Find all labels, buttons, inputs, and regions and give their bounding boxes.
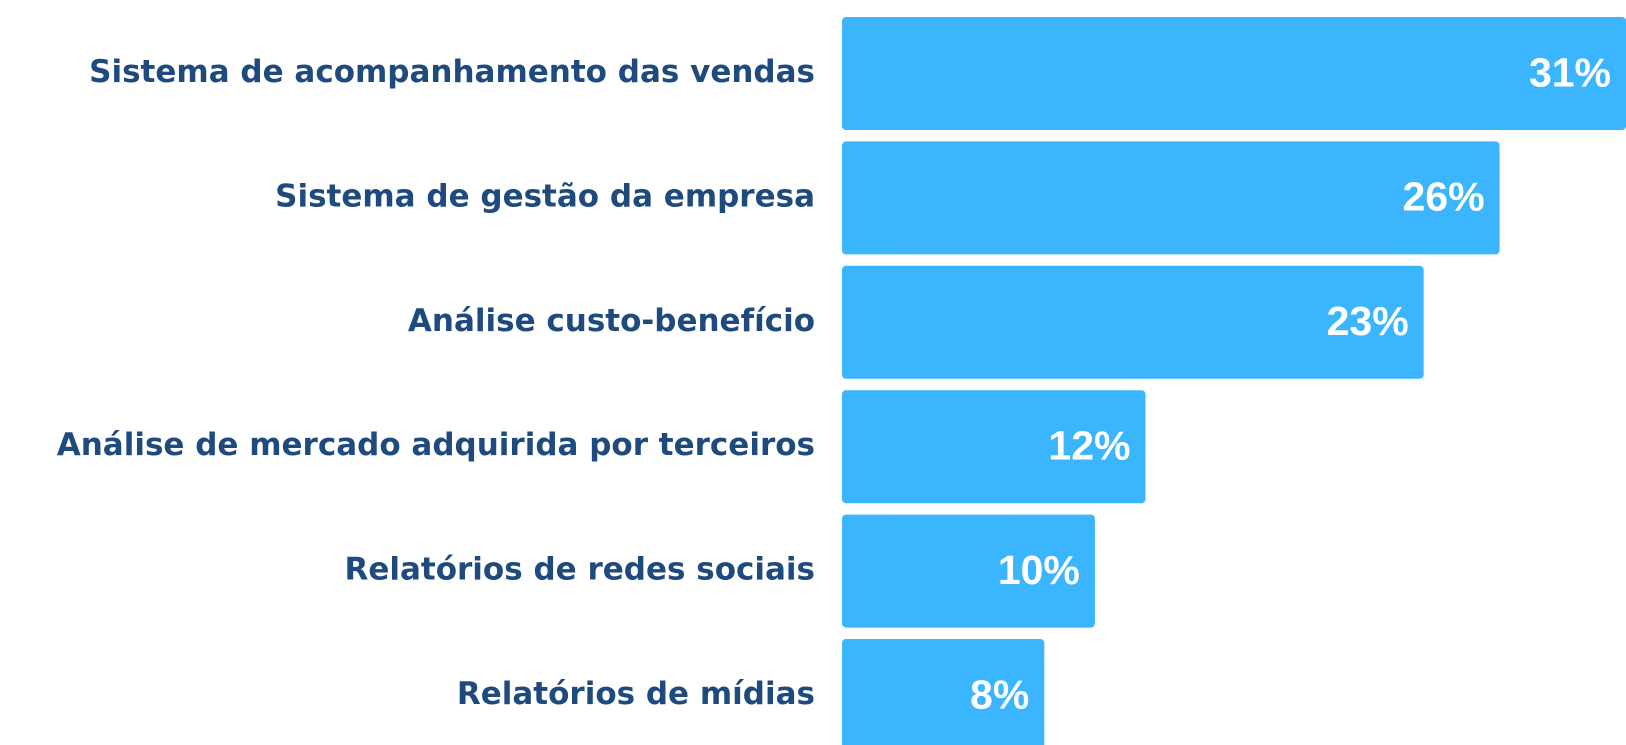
category-label: Sistema de gestão da empresa [275,178,815,214]
category-label: Relatórios de mídias [457,676,815,712]
category-label: Análise custo-benefício [408,303,815,339]
value-label: 23% [1327,298,1409,344]
bar [842,514,1095,628]
bar [842,141,1500,255]
category-label: Relatórios de redes sociais [344,552,815,588]
category-label: Sistema de acompanhamento das vendas [89,54,815,90]
category-label: Análise de mercado adquirida por terceir… [57,427,815,463]
value-label: 26% [1402,174,1484,220]
value-label: 31% [1529,49,1611,95]
bar [842,17,1626,130]
value-label: 10% [998,547,1080,593]
value-label: 8% [970,671,1029,717]
bar [842,265,1424,379]
value-label: 12% [1048,423,1130,469]
bar [842,639,1045,745]
bar [842,390,1146,504]
